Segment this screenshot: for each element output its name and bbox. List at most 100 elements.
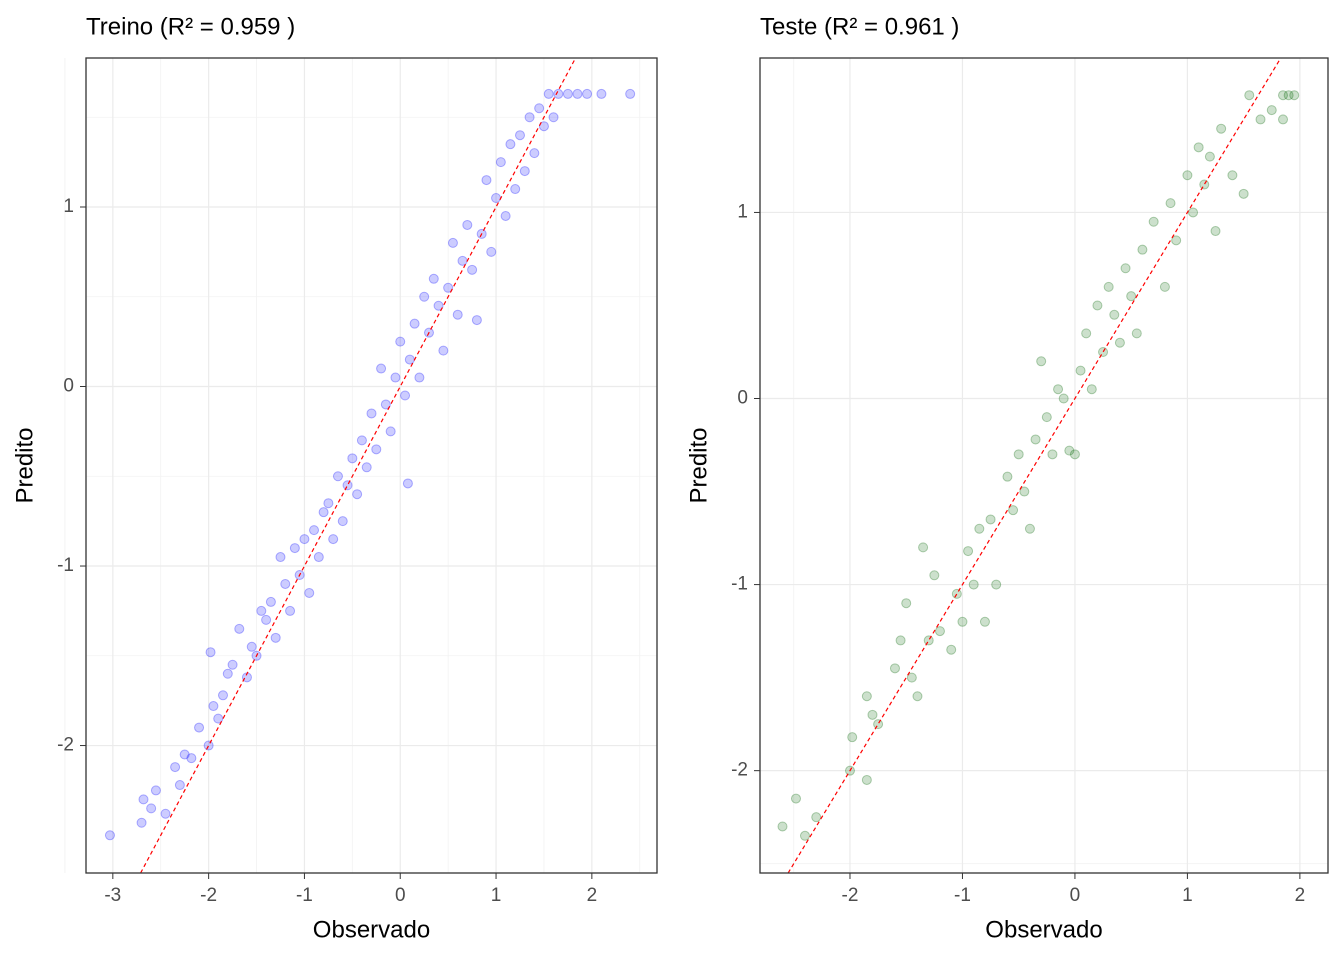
y-axis-title: Predito (685, 427, 712, 503)
point (1126, 291, 1137, 302)
point (256, 605, 267, 616)
point (443, 282, 454, 293)
point (901, 598, 912, 609)
point (160, 808, 171, 819)
point (510, 184, 521, 195)
point (923, 635, 934, 646)
point (371, 444, 382, 455)
point (400, 390, 411, 401)
point (572, 88, 583, 99)
point (356, 435, 367, 446)
y-tick-label: -1 (731, 574, 748, 595)
point (170, 762, 181, 773)
point (873, 719, 884, 730)
point (861, 774, 872, 785)
point (991, 579, 1002, 590)
point (146, 803, 157, 814)
point (203, 740, 214, 751)
point (957, 616, 968, 627)
point (150, 785, 161, 796)
point (380, 399, 391, 410)
point (1182, 170, 1193, 181)
point (1171, 235, 1182, 246)
point (553, 88, 564, 99)
point (979, 616, 990, 627)
point (1064, 445, 1075, 456)
x-axis-title: Observado (313, 916, 430, 943)
chart-title: Teste (R² = 0.961 ) (760, 13, 959, 40)
point (811, 812, 822, 823)
point (491, 193, 502, 204)
point (246, 641, 257, 652)
point (1255, 114, 1266, 125)
x-tick-label: -2 (200, 885, 217, 906)
point (471, 315, 482, 326)
point (514, 130, 525, 141)
point (467, 264, 478, 275)
x-tick-label: 2 (1295, 885, 1306, 906)
point (328, 534, 339, 545)
point (790, 793, 801, 804)
x-tick-label: -1 (954, 885, 971, 906)
point (1092, 300, 1103, 311)
point (1238, 188, 1249, 199)
x-tick-label: 1 (491, 885, 502, 906)
x-tick-label: -3 (104, 885, 121, 906)
point (323, 498, 334, 509)
y-tick-label: 1 (63, 196, 74, 217)
point (285, 605, 296, 616)
point (332, 471, 343, 482)
point (280, 578, 291, 589)
point (104, 830, 115, 841)
point (963, 546, 974, 557)
y-tick-label: -2 (57, 735, 74, 756)
point (799, 830, 810, 841)
point (1216, 123, 1227, 134)
point (847, 732, 858, 743)
chart-title: Treino (R² = 0.959 ) (86, 13, 295, 40)
point (562, 88, 573, 99)
y-axis-title: Predito (11, 427, 38, 503)
point (1266, 105, 1277, 116)
point (946, 644, 957, 655)
x-tick-label: -1 (296, 885, 313, 906)
point (1188, 207, 1199, 218)
point (481, 175, 492, 186)
point (985, 514, 996, 525)
point (352, 489, 363, 500)
point (1047, 449, 1058, 460)
point (1081, 328, 1092, 339)
point (462, 219, 473, 230)
point (174, 780, 185, 791)
point (342, 480, 353, 491)
point (194, 722, 205, 733)
point (974, 523, 985, 534)
point (447, 237, 458, 248)
point (1086, 384, 1097, 395)
point (414, 372, 425, 383)
point (534, 103, 545, 114)
point (486, 246, 497, 257)
point (1030, 434, 1041, 445)
point (548, 112, 559, 123)
point (361, 462, 372, 473)
x-axis-title: Observado (985, 916, 1102, 943)
point (895, 635, 906, 646)
y-tick-label: 0 (737, 388, 748, 409)
point (227, 659, 238, 670)
point (777, 821, 788, 832)
point (1058, 393, 1069, 404)
point (543, 88, 554, 99)
point (889, 663, 900, 674)
point (419, 291, 430, 302)
point (289, 543, 300, 554)
point (1148, 216, 1159, 227)
point (205, 647, 216, 658)
point (524, 112, 535, 123)
point (299, 534, 310, 545)
point (1008, 505, 1019, 516)
point (1289, 90, 1300, 101)
point (404, 354, 415, 365)
point (1165, 198, 1176, 209)
